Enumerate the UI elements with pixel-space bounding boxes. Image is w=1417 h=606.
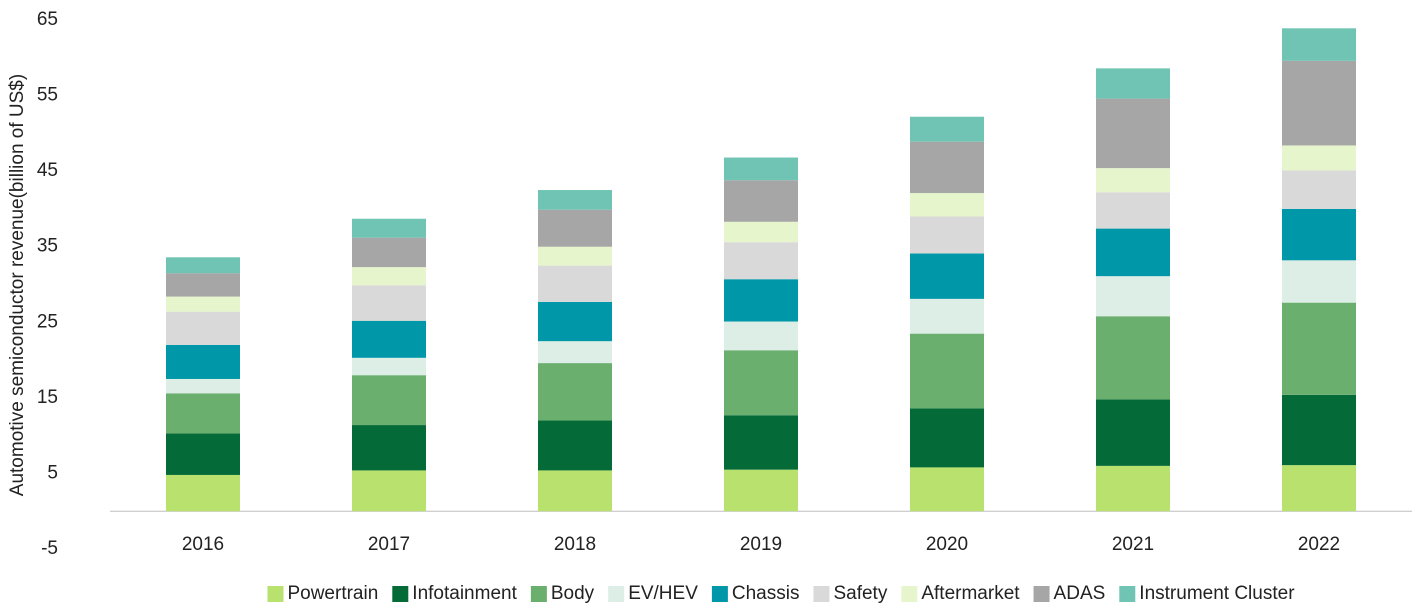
bar-segment (352, 470, 426, 512)
bar-segment (538, 420, 612, 471)
bar-segment (352, 285, 426, 321)
legend-label: ADAS (1054, 583, 1106, 604)
legend-swatch (813, 586, 830, 602)
bar-segment (538, 246, 612, 266)
bar-segment (910, 253, 984, 299)
legend-label: Chassis (732, 583, 800, 604)
bar-segment (1282, 465, 1356, 512)
bar-segment (1282, 260, 1356, 303)
y-tick-label: 25 (37, 311, 58, 332)
bar-segment (352, 267, 426, 286)
bar-segment (1096, 399, 1170, 466)
y-tick-label: 45 (37, 160, 58, 181)
bar-segment (1282, 170, 1356, 209)
x-tick-label: 2022 (1298, 534, 1340, 555)
bar-segment (724, 415, 798, 470)
bar-segment (538, 190, 612, 210)
legend-label: Powertrain (287, 583, 378, 604)
bar-segment (166, 474, 240, 512)
legend-swatch (530, 586, 547, 602)
bar-segment (352, 218, 426, 238)
y-tick-label: 5 (47, 462, 58, 483)
legend-label: Infotainment (412, 583, 517, 604)
bar-segment (352, 375, 426, 426)
x-tick-label: 2020 (926, 534, 968, 555)
y-tick-label: -5 (41, 538, 58, 559)
bar-segment (910, 116, 984, 142)
bar-segment (1282, 208, 1356, 261)
bar-segment (1096, 465, 1170, 512)
bar-segment (724, 321, 798, 351)
bar-segment (538, 470, 612, 512)
bar-segment (352, 320, 426, 358)
bar-segment (352, 425, 426, 471)
legend-swatch (608, 586, 625, 602)
bar-segment (1282, 302, 1356, 395)
y-tick-label: 55 (37, 85, 58, 106)
bar-segment (1282, 28, 1356, 61)
y-tick-label: 15 (37, 387, 58, 408)
bar-segment (724, 469, 798, 512)
bar-segment (1096, 68, 1170, 99)
bar-segment (910, 333, 984, 409)
bar-segment (910, 141, 984, 194)
bar-segment (724, 221, 798, 243)
bar-segment (538, 265, 612, 302)
bar-segment (1096, 192, 1170, 229)
bar-segment (724, 180, 798, 222)
legend-label: Aftermarket (921, 583, 1020, 604)
bar-segment (538, 209, 612, 247)
bar-segment (352, 357, 426, 376)
bar-segment (166, 257, 240, 274)
bar-segment (166, 433, 240, 475)
x-tick-label: 2019 (740, 534, 782, 555)
bar-segment (538, 301, 612, 342)
bar-segment (166, 344, 240, 379)
bar-segment (1096, 276, 1170, 317)
x-tick-label: 2021 (1112, 534, 1154, 555)
legend-swatch (1033, 586, 1050, 602)
y-tick-label: 65 (37, 9, 58, 30)
bar-segment (1282, 394, 1356, 466)
bar-segment (724, 279, 798, 322)
x-tick-label: 2016 (182, 534, 224, 555)
legend-label: Body (551, 583, 595, 604)
bar-segment (1096, 98, 1170, 169)
x-tick-label: 2018 (554, 534, 596, 555)
bar-segment (724, 242, 798, 280)
bar-segment (166, 273, 240, 297)
bar-segment (910, 408, 984, 468)
legend-label: Instrument Cluster (1139, 583, 1295, 604)
bar-segment (166, 393, 240, 434)
bar-segment (166, 311, 240, 345)
bar-segment (1096, 316, 1170, 400)
y-tick-label: 35 (37, 236, 58, 257)
bar-segment (1096, 168, 1170, 193)
bar-segment (1282, 60, 1356, 146)
bar-segment (910, 467, 984, 512)
bar-segment (910, 216, 984, 254)
legend-swatch (901, 586, 918, 602)
bar-segment (910, 298, 984, 334)
legend-swatch (1119, 586, 1136, 602)
bar-segment (352, 237, 426, 268)
bar-segment (166, 296, 240, 312)
y-axis-label: Automotive semiconductor revenue(billion… (7, 74, 28, 496)
legend: Powertrain Infotainment Body EV/HEV Chassis S… (267, 583, 1295, 604)
bar-segment (538, 363, 612, 421)
legend-swatch (267, 586, 284, 602)
bar-segment (1282, 145, 1356, 171)
bar-segment (166, 378, 240, 394)
bar-segment (1096, 228, 1170, 277)
bar-segment (724, 157, 798, 181)
bar-segment (538, 341, 612, 364)
bar-segment (910, 193, 984, 217)
bar-segment (724, 350, 798, 416)
x-tick-label: 2017 (368, 534, 410, 555)
legend-swatch (392, 586, 409, 602)
legend-label: Safety (833, 583, 887, 604)
legend-label: EV/HEV (628, 583, 698, 604)
legend-swatch (711, 586, 728, 602)
